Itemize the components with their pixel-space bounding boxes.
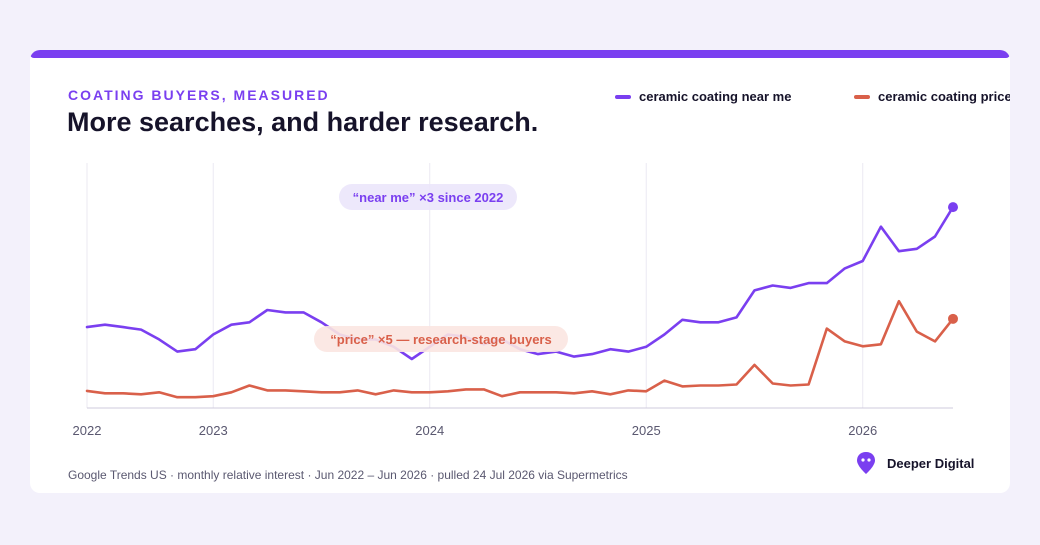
brand: Deeper Digital <box>855 451 974 475</box>
series-endpoint-price <box>948 313 958 324</box>
source-note: Google Trends US · monthly relative inte… <box>68 468 628 482</box>
annotation-price-pill <box>314 326 568 352</box>
accent-bar <box>30 50 1010 58</box>
legend-label-price: ceramic coating price <box>878 89 1010 104</box>
brand-name: Deeper Digital <box>887 455 975 471</box>
legend-swatch-price <box>854 94 870 99</box>
x-tick-label: 2024 <box>415 423 444 438</box>
legend-swatch-near-me <box>615 94 631 99</box>
x-tick-label: 2022 <box>73 423 102 438</box>
series-line-price <box>85 299 955 399</box>
legend-label-near-me: ceramic coating near me <box>639 89 792 104</box>
chart-eyebrow: COATING BUYERS, MEASURED <box>68 87 330 103</box>
legend-item-price: ceramic coating price <box>854 89 1010 104</box>
chart-card: COATING BUYERS, MEASURED More searches, … <box>30 50 1010 493</box>
annotation-price: “price” ×5 — research-stage buyers <box>330 332 551 347</box>
annotation-near-me: “near me” ×3 since 2022 <box>353 190 504 205</box>
x-tick-label: 2026 <box>848 423 877 438</box>
annotation-near-me-pill <box>339 184 517 210</box>
location-pin-icon <box>857 452 875 474</box>
x-tick-label: 2023 <box>199 423 228 438</box>
chart-title: More searches, and harder research. <box>67 107 539 137</box>
legend-item-near-me: ceramic coating near me <box>615 89 791 104</box>
line-chart: 2022 2023 2024 2025 2026 “near me” ×3 since 2… <box>73 163 958 438</box>
x-tick-label: 2025 <box>632 423 661 438</box>
series-endpoint-near-me <box>948 202 958 213</box>
